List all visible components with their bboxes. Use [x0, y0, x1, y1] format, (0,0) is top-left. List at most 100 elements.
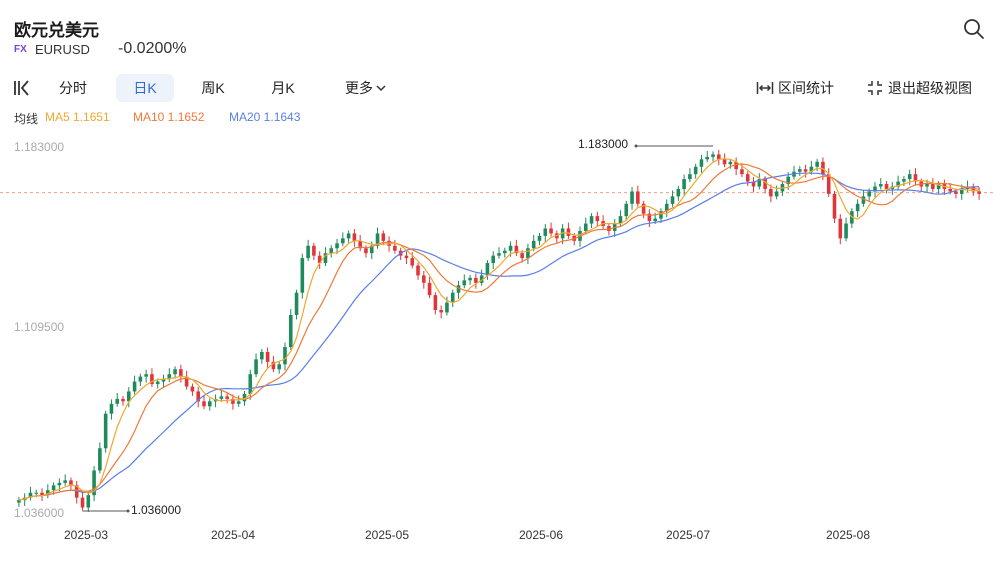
- candle-body: [844, 223, 848, 239]
- candle-body: [693, 166, 698, 175]
- candlestick-chart[interactable]: [0, 130, 994, 550]
- candle-body: [711, 154, 715, 157]
- candle-body: [508, 245, 513, 251]
- candle-body: [28, 492, 33, 498]
- candle-body: [595, 216, 600, 222]
- candle-body: [931, 184, 935, 189]
- candle-body: [462, 280, 467, 286]
- candle-body: [757, 179, 762, 187]
- candle-body: [427, 282, 432, 296]
- candle-body: [954, 191, 958, 194]
- candle-body: [630, 191, 634, 204]
- candle-body: [769, 188, 773, 197]
- candle-body: [179, 369, 183, 377]
- y-tick-label: 1.109500: [14, 320, 65, 334]
- tab-intraday[interactable]: 分时: [59, 80, 87, 96]
- candle-body: [445, 302, 449, 313]
- candle-body: [219, 396, 224, 399]
- candle-body: [468, 277, 472, 281]
- candle-body: [913, 174, 918, 182]
- candle-body: [537, 235, 542, 241]
- candle-body: [688, 174, 692, 180]
- candle-body: [80, 497, 85, 508]
- candle-body: [127, 391, 131, 402]
- candle-body: [549, 228, 553, 234]
- x-tick-label: 2025-05: [364, 528, 410, 542]
- candle-body: [155, 381, 160, 385]
- toolbar: 分时 日K 周K 月K 更多 区间统计 退出超级视图: [0, 72, 994, 104]
- candle-body: [115, 398, 120, 404]
- candle-body: [450, 292, 455, 303]
- candle-body: [416, 265, 420, 276]
- y-tick-label: 1.183000: [14, 140, 65, 154]
- candle-body: [248, 374, 253, 394]
- tab-weekly-k[interactable]: 周K: [201, 80, 225, 96]
- candle-body: [797, 169, 802, 172]
- candle-body: [231, 398, 235, 404]
- tab-daily-k[interactable]: 日K: [116, 74, 174, 102]
- candle-body: [335, 243, 339, 249]
- candle-body: [190, 386, 195, 392]
- candle-body: [722, 159, 727, 165]
- x-tick-label: 2025-08: [825, 528, 871, 542]
- candle-body: [17, 500, 21, 503]
- candle-body: [260, 351, 264, 360]
- candle-body: [207, 401, 212, 407]
- candle-body: [144, 374, 148, 377]
- max-price-dot: [634, 144, 638, 148]
- exit-super-view-button[interactable]: 退出超级视图: [866, 74, 972, 102]
- candle-body: [352, 233, 357, 241]
- candle-body: [341, 238, 345, 244]
- x-tick-label: 2025-03: [63, 528, 109, 542]
- candle-body: [607, 226, 611, 231]
- max-price-label: 1.183000: [578, 137, 629, 151]
- change-percent: -0.0200%: [118, 40, 187, 57]
- candle-body: [184, 376, 189, 387]
- ma10-line: [18, 163, 980, 501]
- candle-body: [306, 245, 310, 259]
- y-tick-label: 1.036000: [14, 506, 65, 520]
- candle-body: [317, 255, 322, 264]
- candle-body: [774, 191, 779, 197]
- candle-body: [907, 174, 912, 180]
- range-stats-button[interactable]: 区间统计: [756, 74, 834, 102]
- page-title: 欧元兑美元: [14, 21, 99, 40]
- candle-body: [242, 393, 247, 402]
- ma20-value: MA20 1.1643: [229, 110, 301, 124]
- candle-body: [855, 203, 860, 212]
- candle-body: [46, 490, 50, 496]
- tab-more[interactable]: 更多: [336, 74, 396, 102]
- tab-monthly-k[interactable]: 月K: [271, 80, 295, 96]
- candle-body: [323, 253, 328, 264]
- candle-body: [734, 161, 738, 170]
- candle-body: [670, 196, 675, 204]
- candle-body: [867, 191, 871, 197]
- candle-body: [173, 369, 177, 375]
- candle-body: [826, 174, 831, 194]
- candle-body: [196, 391, 201, 402]
- collapse-panel-icon[interactable]: [12, 78, 32, 98]
- ma10-value: MA10 1.1652: [133, 110, 205, 124]
- candle-body: [745, 174, 750, 182]
- min-price-label: 1.036000: [131, 503, 182, 517]
- candle-body: [728, 161, 733, 165]
- candle-body: [294, 292, 299, 315]
- candle-body: [202, 401, 206, 407]
- search-icon[interactable]: [963, 18, 985, 40]
- candle-body: [369, 245, 374, 254]
- candle-body: [69, 480, 73, 486]
- candle-body: [132, 381, 137, 392]
- candle-body: [103, 413, 108, 449]
- candle-body: [271, 361, 276, 370]
- ma20-line: [18, 172, 980, 501]
- candle-body: [364, 248, 368, 254]
- candle-body: [896, 181, 900, 187]
- ma5-line: [18, 158, 980, 501]
- fx-badge: FX: [14, 44, 27, 55]
- candle-body: [520, 253, 524, 259]
- range-stats-icon: [756, 82, 774, 94]
- candle-body: [659, 211, 663, 219]
- candle-body: [57, 482, 62, 486]
- candle-body: [803, 169, 808, 172]
- candle-body: [682, 179, 686, 189]
